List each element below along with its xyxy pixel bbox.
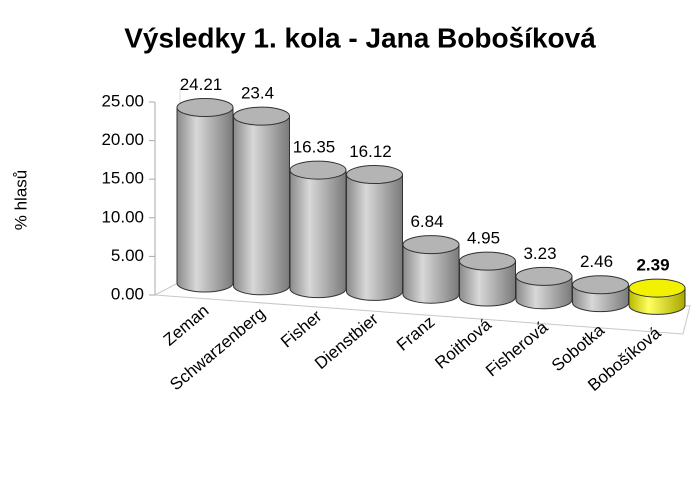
bar-top bbox=[346, 165, 403, 185]
value-label: 23.4 bbox=[241, 84, 274, 103]
x-tick-label: Zeman bbox=[160, 301, 213, 350]
y-tick-label: 15.00 bbox=[101, 169, 144, 188]
y-axis-label: % hlasů bbox=[11, 170, 30, 230]
x-tick-label: Fisher bbox=[277, 306, 326, 351]
value-label: 16.35 bbox=[293, 138, 336, 157]
y-tick-label: 5.00 bbox=[111, 246, 144, 265]
bar bbox=[515, 266, 573, 310]
value-label: 16.12 bbox=[349, 142, 392, 161]
bar-top bbox=[572, 275, 629, 295]
x-tick-label: Franz bbox=[393, 312, 439, 354]
bar-body bbox=[176, 106, 234, 293]
value-label: 2.39 bbox=[636, 256, 669, 275]
bar bbox=[402, 235, 460, 304]
y-tick-label: 20.00 bbox=[101, 130, 144, 149]
value-label: 24.21 bbox=[180, 75, 223, 94]
bar-body bbox=[402, 244, 460, 304]
y-tick-label: 0.00 bbox=[111, 284, 144, 303]
bar-top bbox=[459, 251, 516, 271]
bar-top bbox=[289, 160, 347, 180]
bar bbox=[459, 251, 516, 307]
value-label: 6.84 bbox=[410, 212, 443, 231]
bar bbox=[176, 97, 234, 293]
value-label: 3.23 bbox=[523, 244, 556, 263]
bar-top bbox=[515, 266, 573, 286]
y-tick-label: 25.00 bbox=[101, 91, 144, 110]
bar bbox=[289, 160, 347, 299]
bar-body bbox=[289, 169, 347, 299]
value-label: 4.95 bbox=[467, 229, 500, 248]
bar-body bbox=[459, 260, 516, 307]
bar-top bbox=[628, 278, 686, 298]
bar-body bbox=[346, 174, 403, 301]
chart-title: Výsledky 1. kola - Jana Bobošíková bbox=[124, 22, 596, 53]
bar-top bbox=[402, 235, 460, 255]
bar bbox=[233, 106, 290, 296]
bar bbox=[628, 278, 686, 315]
floor bbox=[153, 281, 691, 335]
bar-top bbox=[176, 97, 234, 117]
bar-top bbox=[233, 106, 290, 126]
bar bbox=[346, 165, 403, 301]
bar bbox=[572, 275, 629, 313]
bar-body bbox=[233, 115, 290, 296]
y-tick-label: 10.00 bbox=[101, 207, 144, 226]
value-label: 2.46 bbox=[580, 252, 613, 271]
